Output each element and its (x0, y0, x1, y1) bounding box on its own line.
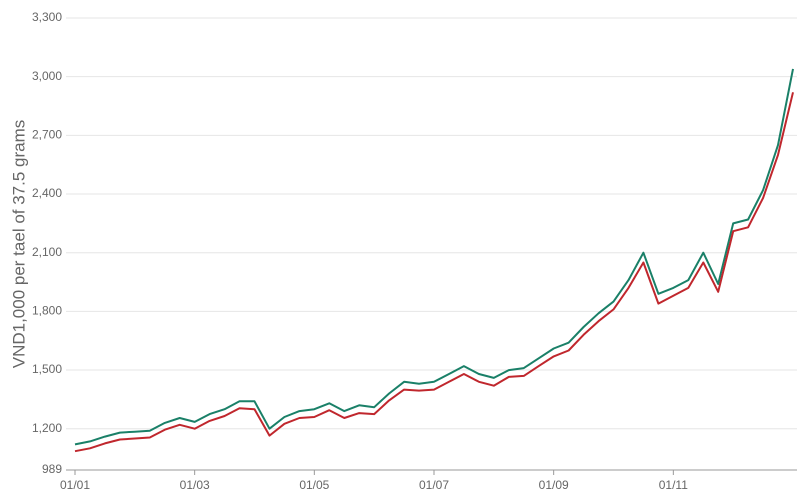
x-tick-label: 01/11 (659, 478, 688, 492)
x-tick-label: 01/07 (419, 478, 449, 492)
x-tick-label: 01/09 (539, 478, 569, 492)
x-tick-label: 01/03 (180, 478, 210, 492)
x-tick-label: 01/05 (299, 478, 329, 492)
y-tick-label: 3,300 (32, 10, 62, 24)
y-tick-label: 2,700 (32, 128, 62, 142)
y-tick-label: 2,400 (32, 186, 62, 200)
y-tick-label: 3,000 (32, 69, 62, 83)
series-line (74, 92, 794, 453)
y-tick-label: 2,100 (32, 245, 62, 259)
y-tick-label: 1,200 (32, 421, 62, 435)
y-axis-title: VND1,000 per tael of 37.5 grams (9, 120, 28, 369)
x-tick-label: 01/01 (60, 478, 90, 492)
y-tick-label: 989 (42, 462, 62, 476)
series-line (74, 68, 794, 446)
y-tick-label: 1,800 (32, 304, 62, 318)
y-tick-label: 1,500 (32, 362, 62, 376)
